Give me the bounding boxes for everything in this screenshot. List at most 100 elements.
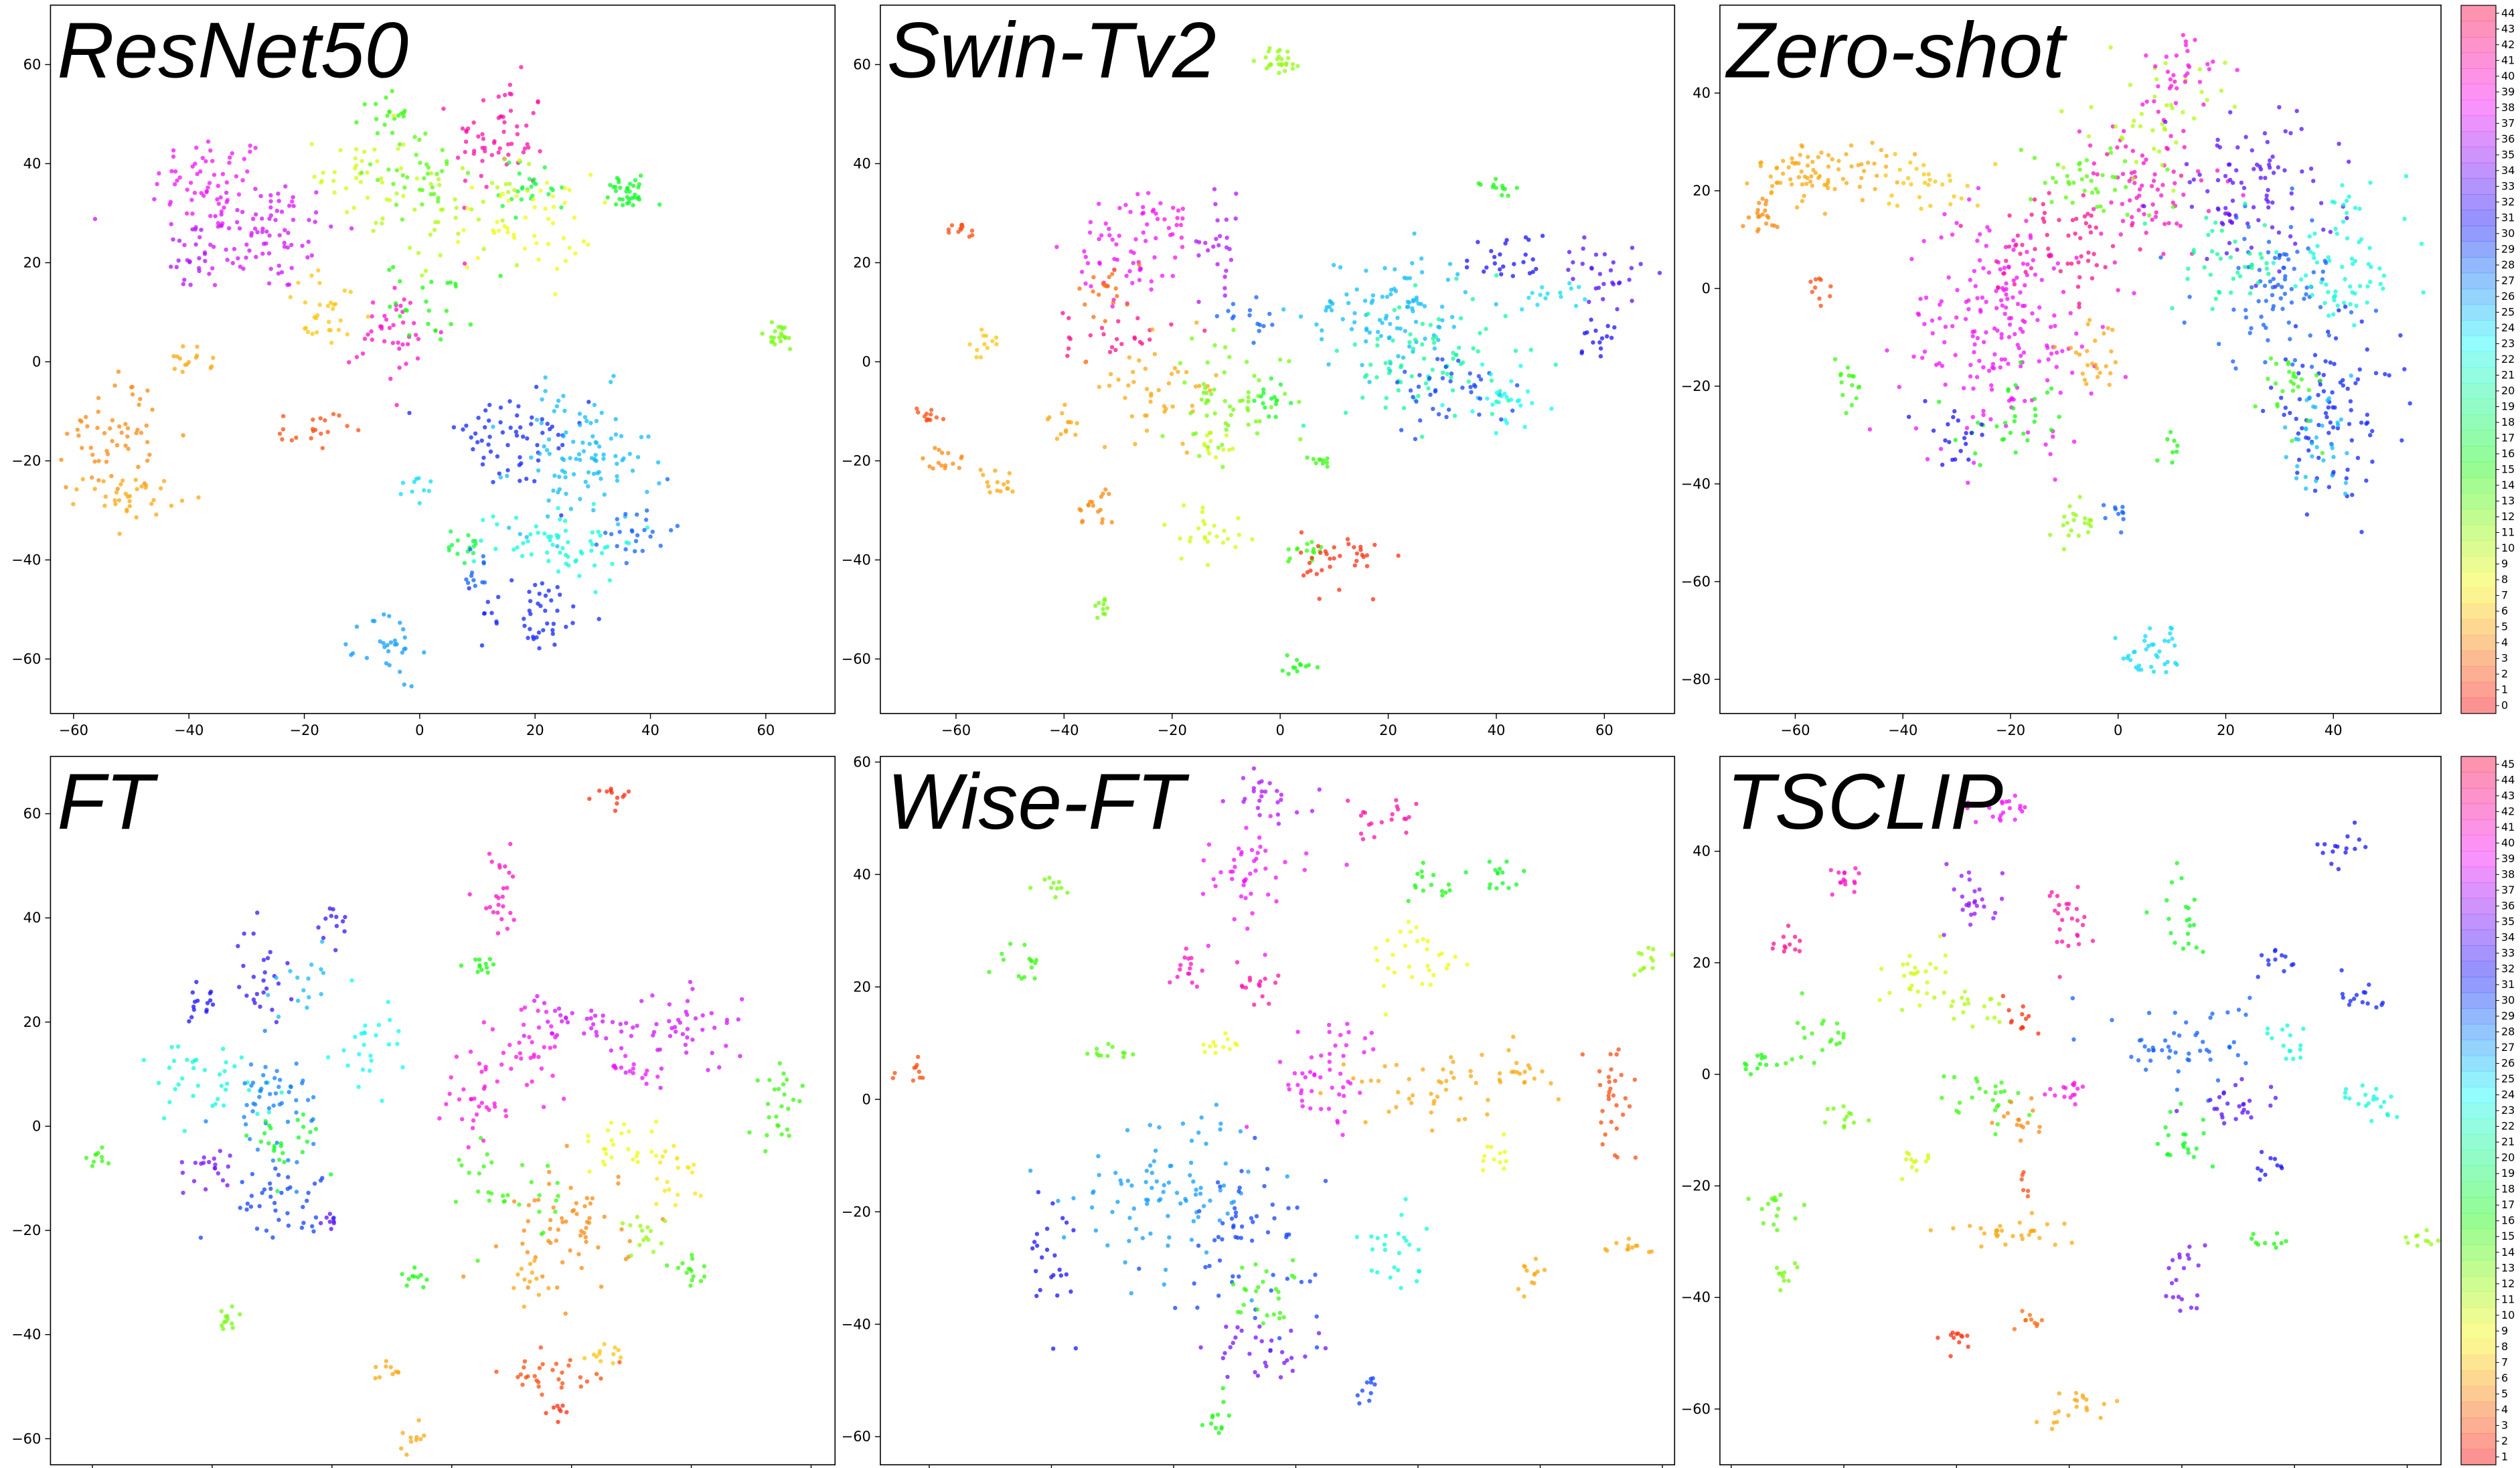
- point-class-37: [282, 240, 287, 245]
- point-class-27: [286, 1158, 291, 1163]
- point-class-13: [394, 168, 400, 173]
- point-class-14: [1851, 374, 1856, 379]
- point-class-5: [209, 364, 214, 369]
- point-class-41: [1389, 817, 1394, 822]
- point-class-29: [285, 1211, 290, 1216]
- point-class-13: [400, 217, 405, 222]
- point-class-15: [1440, 893, 1445, 898]
- point-class-5: [1769, 190, 1774, 195]
- point-class-5: [134, 515, 139, 519]
- point-class-15: [388, 305, 392, 309]
- point-class-5: [117, 532, 122, 536]
- point-class-40: [412, 321, 416, 325]
- point-class-37: [651, 1030, 657, 1034]
- point-class-8: [562, 200, 567, 205]
- point-class-39: [1168, 232, 1173, 238]
- point-class-26: [1145, 1202, 1150, 1206]
- point-class-1: [2000, 993, 2006, 999]
- point-class-33: [2243, 135, 2248, 139]
- point-class-14: [362, 102, 367, 106]
- point-class-33: [1593, 252, 1599, 257]
- point-class-33: [1596, 285, 1601, 291]
- point-class-5: [986, 484, 991, 489]
- point-class-8: [1498, 1160, 1502, 1165]
- point-class-14: [779, 1132, 784, 1137]
- point-class-14: [1034, 958, 1039, 963]
- point-class-38: [1328, 1067, 1332, 1072]
- point-class-40: [1190, 980, 1194, 985]
- point-class-38: [1940, 363, 1945, 368]
- point-class-25: [276, 1014, 281, 1020]
- point-class-25: [1395, 326, 1399, 331]
- point-class-5: [1131, 380, 1136, 384]
- point-class-5: [1458, 1096, 1463, 1101]
- point-class-40: [2144, 157, 2148, 162]
- point-class-37: [724, 1044, 728, 1048]
- point-class-5: [1788, 177, 1793, 182]
- point-class-26: [1152, 1159, 1157, 1163]
- point-class-37: [291, 203, 296, 208]
- point-class-16: [636, 185, 641, 189]
- point-class-40: [500, 894, 505, 899]
- point-class-10: [2199, 90, 2204, 94]
- point-class-38: [224, 180, 229, 185]
- point-class-30: [2360, 1000, 2365, 1005]
- point-class-5: [995, 488, 1000, 493]
- point-class-11: [1632, 973, 1637, 977]
- point-class-27: [289, 1084, 293, 1090]
- point-class-40: [360, 351, 366, 356]
- y-tick-label: 40: [853, 155, 871, 171]
- point-class-7: [660, 1154, 665, 1159]
- point-class-33: [2321, 227, 2326, 232]
- point-class-32: [262, 970, 267, 975]
- point-class-41: [2055, 894, 2060, 898]
- point-class-28: [648, 534, 653, 539]
- point-class-38: [1968, 278, 1972, 282]
- point-class-36: [1224, 268, 1229, 273]
- point-class-8: [1481, 1167, 1486, 1173]
- point-class-37: [244, 255, 248, 260]
- point-class-30: [2345, 467, 2350, 472]
- point-class-26: [1218, 1121, 1223, 1126]
- point-class-37: [287, 282, 292, 287]
- point-class-40: [2120, 171, 2126, 177]
- y-tick-label: 60: [853, 754, 871, 770]
- point-class-30: [2354, 993, 2359, 997]
- point-class-39: [536, 1025, 542, 1030]
- point-class-6: [990, 339, 995, 343]
- point-class-14: [1264, 1269, 1269, 1274]
- point-class-25: [309, 962, 314, 967]
- point-class-12: [1253, 419, 1259, 424]
- point-class-39: [2171, 73, 2176, 78]
- point-class-25: [1370, 293, 1376, 298]
- point-class-8: [532, 234, 537, 238]
- point-class-13: [2090, 190, 2095, 195]
- point-class-38: [1939, 299, 1944, 304]
- point-class-5: [211, 355, 216, 360]
- point-class-41: [1235, 960, 1240, 965]
- point-class-29: [277, 1218, 281, 1222]
- point-class-40: [505, 886, 509, 890]
- point-class-28: [2233, 366, 2238, 371]
- point-class-26: [364, 655, 370, 661]
- point-class-12: [1054, 886, 1060, 891]
- point-class-4: [84, 414, 88, 420]
- point-class-35: [1992, 910, 1998, 916]
- point-class-32: [342, 929, 347, 934]
- x-tick-label: 20: [1379, 722, 1397, 738]
- point-class-22: [2293, 284, 2298, 289]
- point-class-22: [2353, 258, 2358, 264]
- point-class-22: [191, 1066, 196, 1070]
- point-class-9: [352, 166, 358, 171]
- point-class-40: [2156, 109, 2160, 114]
- point-class-4: [586, 1220, 592, 1225]
- point-class-8: [523, 215, 528, 220]
- point-class-25: [1380, 295, 1385, 299]
- point-class-41: [1267, 1001, 1271, 1006]
- point-class-23: [1508, 397, 1514, 402]
- point-class-42: [1101, 332, 1106, 337]
- point-class-8: [581, 239, 586, 244]
- point-class-40: [2173, 181, 2177, 185]
- point-class-15: [393, 301, 398, 306]
- point-class-38: [1295, 1030, 1300, 1034]
